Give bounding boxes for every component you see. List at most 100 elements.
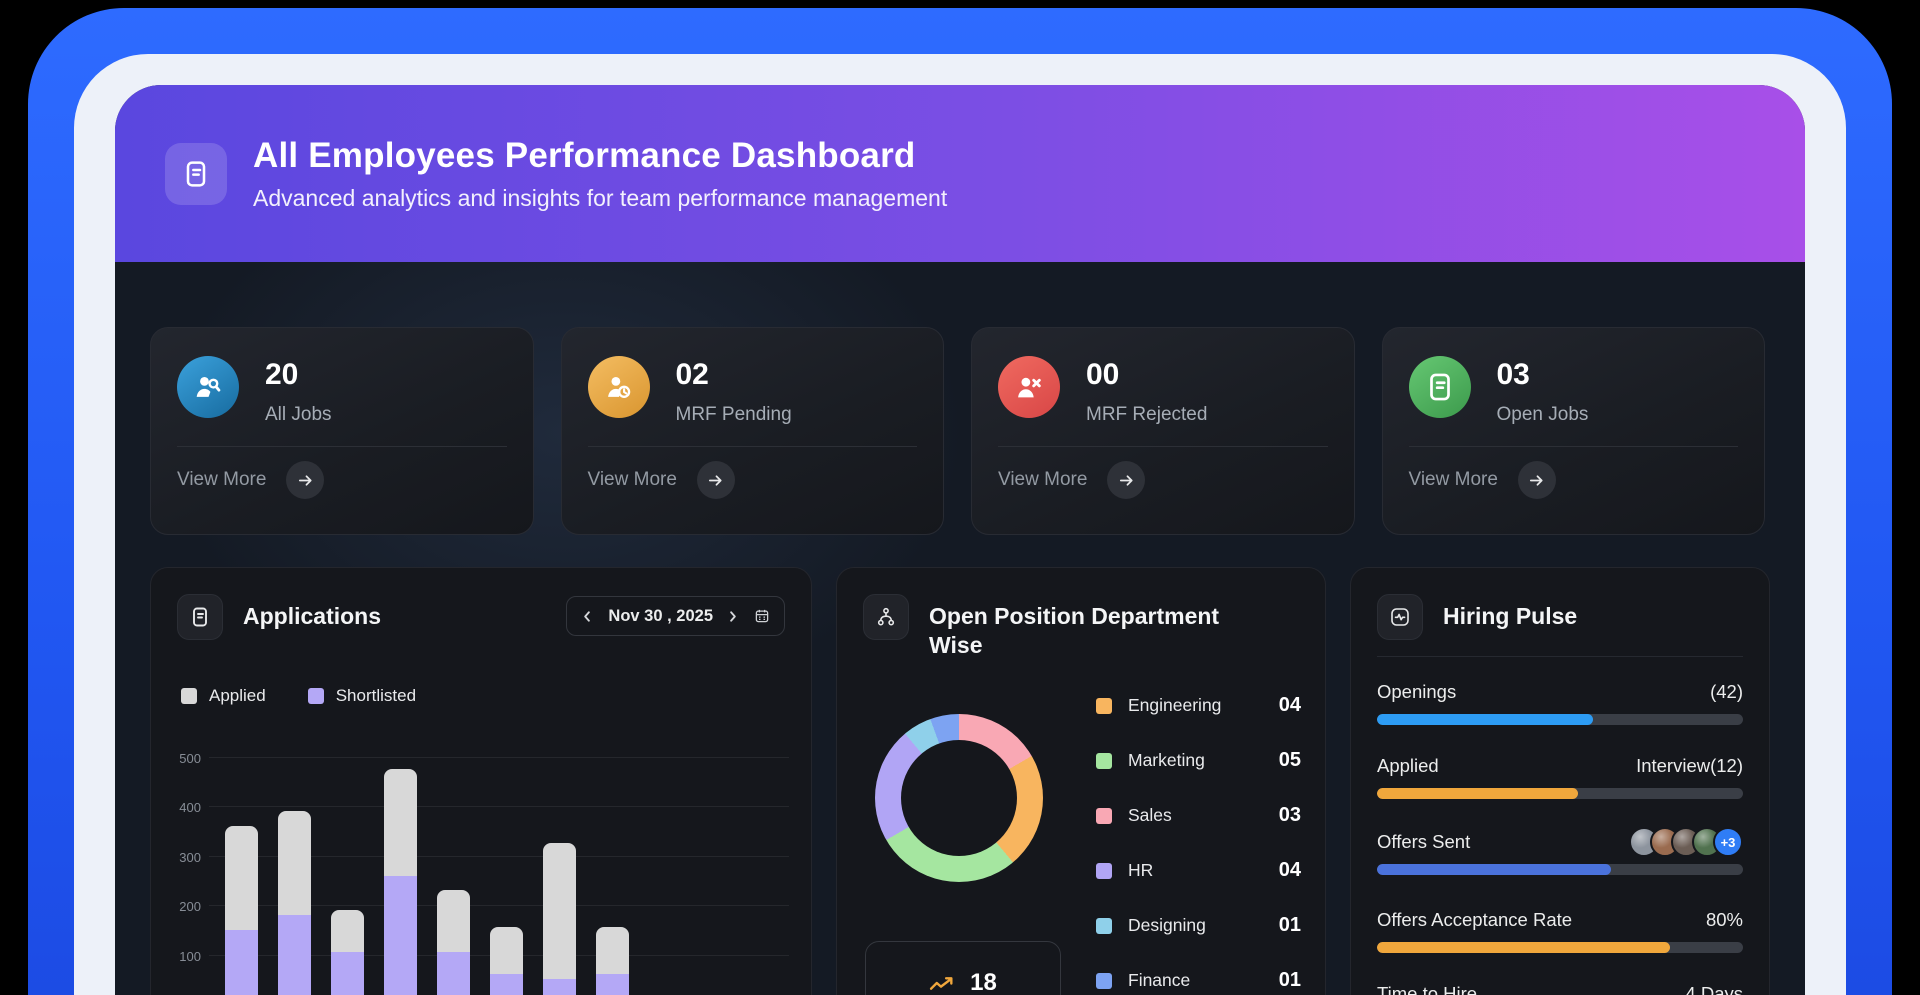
departments-total: 18 (970, 969, 997, 995)
pulse-row-header: Applied Interview(12) (1377, 750, 1743, 782)
progress-track (1377, 788, 1743, 799)
pulse-row-value: 4 Days (1685, 983, 1743, 995)
stat-card-text: 00 MRF Rejected (1086, 356, 1207, 426)
trend-up-icon (929, 975, 956, 992)
y-axis-tick: 100 (179, 948, 201, 964)
pulse-row: Applied Interview(12) (1377, 750, 1743, 799)
legend-item: Shortlisted (307, 686, 417, 706)
view-more-button[interactable] (1107, 461, 1146, 499)
departments-total-box: 18 (865, 941, 1061, 995)
view-more-link[interactable]: View More (1408, 469, 1498, 490)
document-icon (177, 594, 223, 640)
department-legend-row: Sales 03 (1096, 804, 1301, 826)
departments-legend: Engineering 04 Marketing 05 Sales 03 HR 04 Desig… (1096, 694, 1301, 995)
stat-card-top: 00 MRF Rejected (998, 356, 1328, 426)
department-value: 03 (1278, 804, 1301, 826)
stat-card-footer: View More (998, 447, 1328, 513)
dashboard-header: All Employees Performance Dashboard Adva… (115, 85, 1805, 262)
stat-cards-row: 20 All Jobs View More 02 MRF Pending View Mor… (150, 327, 1765, 535)
plot-area (209, 757, 789, 995)
bar-segment-applied (225, 826, 258, 930)
pulse-row-label: Applied (1377, 755, 1439, 776)
department-value: 04 (1278, 859, 1301, 881)
legend-swatch (307, 688, 324, 704)
person-clock-icon (587, 356, 650, 418)
stat-card-footer: View More (1409, 447, 1739, 513)
arrow-right-icon (1527, 471, 1546, 490)
department-value: 04 (1278, 694, 1301, 716)
bar-segment-applied (437, 890, 470, 953)
stat-card-footer: View More (588, 447, 918, 513)
pulse-row-header: Time to Hire 4 Days (1377, 978, 1743, 995)
date-label: Nov 30 , 2025 (608, 606, 713, 625)
bar-segment-applied (596, 927, 629, 975)
hiring-pulse-title: Hiring Pulse (1443, 603, 1578, 629)
applications-bar-chart: 100 200 300 400 500 (151, 751, 811, 995)
legend-swatch (1096, 862, 1112, 879)
stat-card: 02 MRF Pending View More (560, 327, 944, 535)
pulse-row: Offers Sent +3 (1377, 826, 1743, 875)
hiring-pulse-panel-header: Hiring Pulse (1377, 594, 1577, 640)
applications-title: Applications (243, 603, 382, 629)
bar-segment-applied (278, 811, 311, 916)
stat-card-top: 03 Open Jobs (1408, 356, 1739, 426)
view-more-link[interactable]: View More (587, 469, 677, 490)
stat-label: MRF Pending (675, 404, 792, 425)
pulse-row-label: Time to Hire (1377, 983, 1478, 995)
view-more-button[interactable] (286, 461, 325, 499)
chevron-right-icon[interactable] (725, 608, 741, 624)
bar (331, 910, 364, 995)
gridline (209, 806, 789, 808)
department-label: HR (1128, 860, 1154, 880)
pulse-row-label: Offers Sent (1377, 831, 1471, 852)
divider (1377, 656, 1743, 657)
department-value: 01 (1278, 914, 1301, 936)
legend-swatch (1096, 807, 1112, 824)
divider (177, 446, 507, 447)
date-navigator[interactable]: Nov 30 , 2025 (566, 596, 785, 636)
pulse-row: Time to Hire 4 Days (1377, 978, 1743, 995)
y-axis-tick: 200 (179, 899, 201, 915)
legend-swatch (181, 688, 197, 704)
bar-segment-shortlisted (437, 952, 470, 995)
document-icon (165, 142, 227, 205)
departments-donut-chart (875, 714, 1043, 882)
arrow-right-icon (296, 471, 315, 490)
bar-segment-shortlisted (596, 974, 629, 995)
progress-fill (1377, 714, 1593, 725)
calendar-icon[interactable] (753, 607, 771, 625)
chevron-left-icon[interactable] (580, 608, 596, 624)
progress-track (1377, 942, 1743, 953)
view-more-button[interactable] (696, 461, 735, 499)
bar (490, 927, 523, 995)
departments-panel-header: Open Position Department Wise (863, 594, 1229, 660)
stat-card-text: 03 Open Jobs (1497, 356, 1589, 426)
pulse-row: Openings (42) (1377, 676, 1743, 725)
stat-card-top: 20 All Jobs (177, 356, 507, 426)
dashboard-body: 20 All Jobs View More 02 MRF Pending View Mor… (115, 262, 1805, 995)
legend-swatch (1096, 917, 1112, 934)
bar-segment-applied (331, 910, 364, 953)
stat-value: 03 (1496, 358, 1530, 391)
view-more-link[interactable]: View More (177, 469, 267, 490)
progress-fill (1377, 942, 1670, 953)
y-axis-tick: 500 (179, 751, 201, 766)
stat-label: Open Jobs (1496, 404, 1589, 425)
stat-card-text: 02 MRF Pending (676, 356, 792, 426)
view-more-link[interactable]: View More (998, 469, 1088, 490)
legend-label: Applied (209, 686, 266, 705)
legend-label: Shortlisted (335, 686, 417, 705)
bar-segment-applied (384, 769, 417, 876)
progress-fill (1377, 864, 1612, 875)
dashboard-window: All Employees Performance Dashboard Adva… (115, 85, 1805, 995)
view-more-button[interactable] (1517, 461, 1556, 499)
bar-segment-applied (543, 843, 576, 980)
avatar-group: +3 (1629, 827, 1743, 857)
legend-item: Applied (181, 686, 266, 706)
stat-value: 00 (1086, 358, 1120, 391)
hiring-pulse-panel: Hiring Pulse Openings (42) Applied Intervie… (1350, 567, 1770, 995)
page-title: All Employees Performance Dashboard (253, 135, 916, 175)
pulse-row: Offers Acceptance Rate 80% (1377, 904, 1743, 953)
y-axis-tick: 400 (179, 800, 201, 816)
